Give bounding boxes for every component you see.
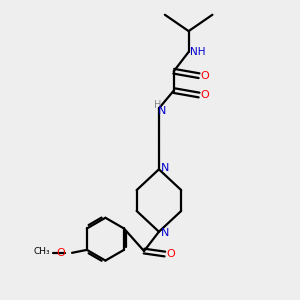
Text: NH: NH <box>190 47 206 57</box>
Text: O: O <box>201 71 209 81</box>
Text: N: N <box>158 106 167 116</box>
Text: H: H <box>154 100 161 110</box>
Text: O: O <box>56 248 65 258</box>
Text: N: N <box>161 163 169 173</box>
Text: CH₃: CH₃ <box>33 247 50 256</box>
Text: O: O <box>201 90 209 100</box>
Text: N: N <box>161 228 169 238</box>
Text: O: O <box>167 249 175 259</box>
